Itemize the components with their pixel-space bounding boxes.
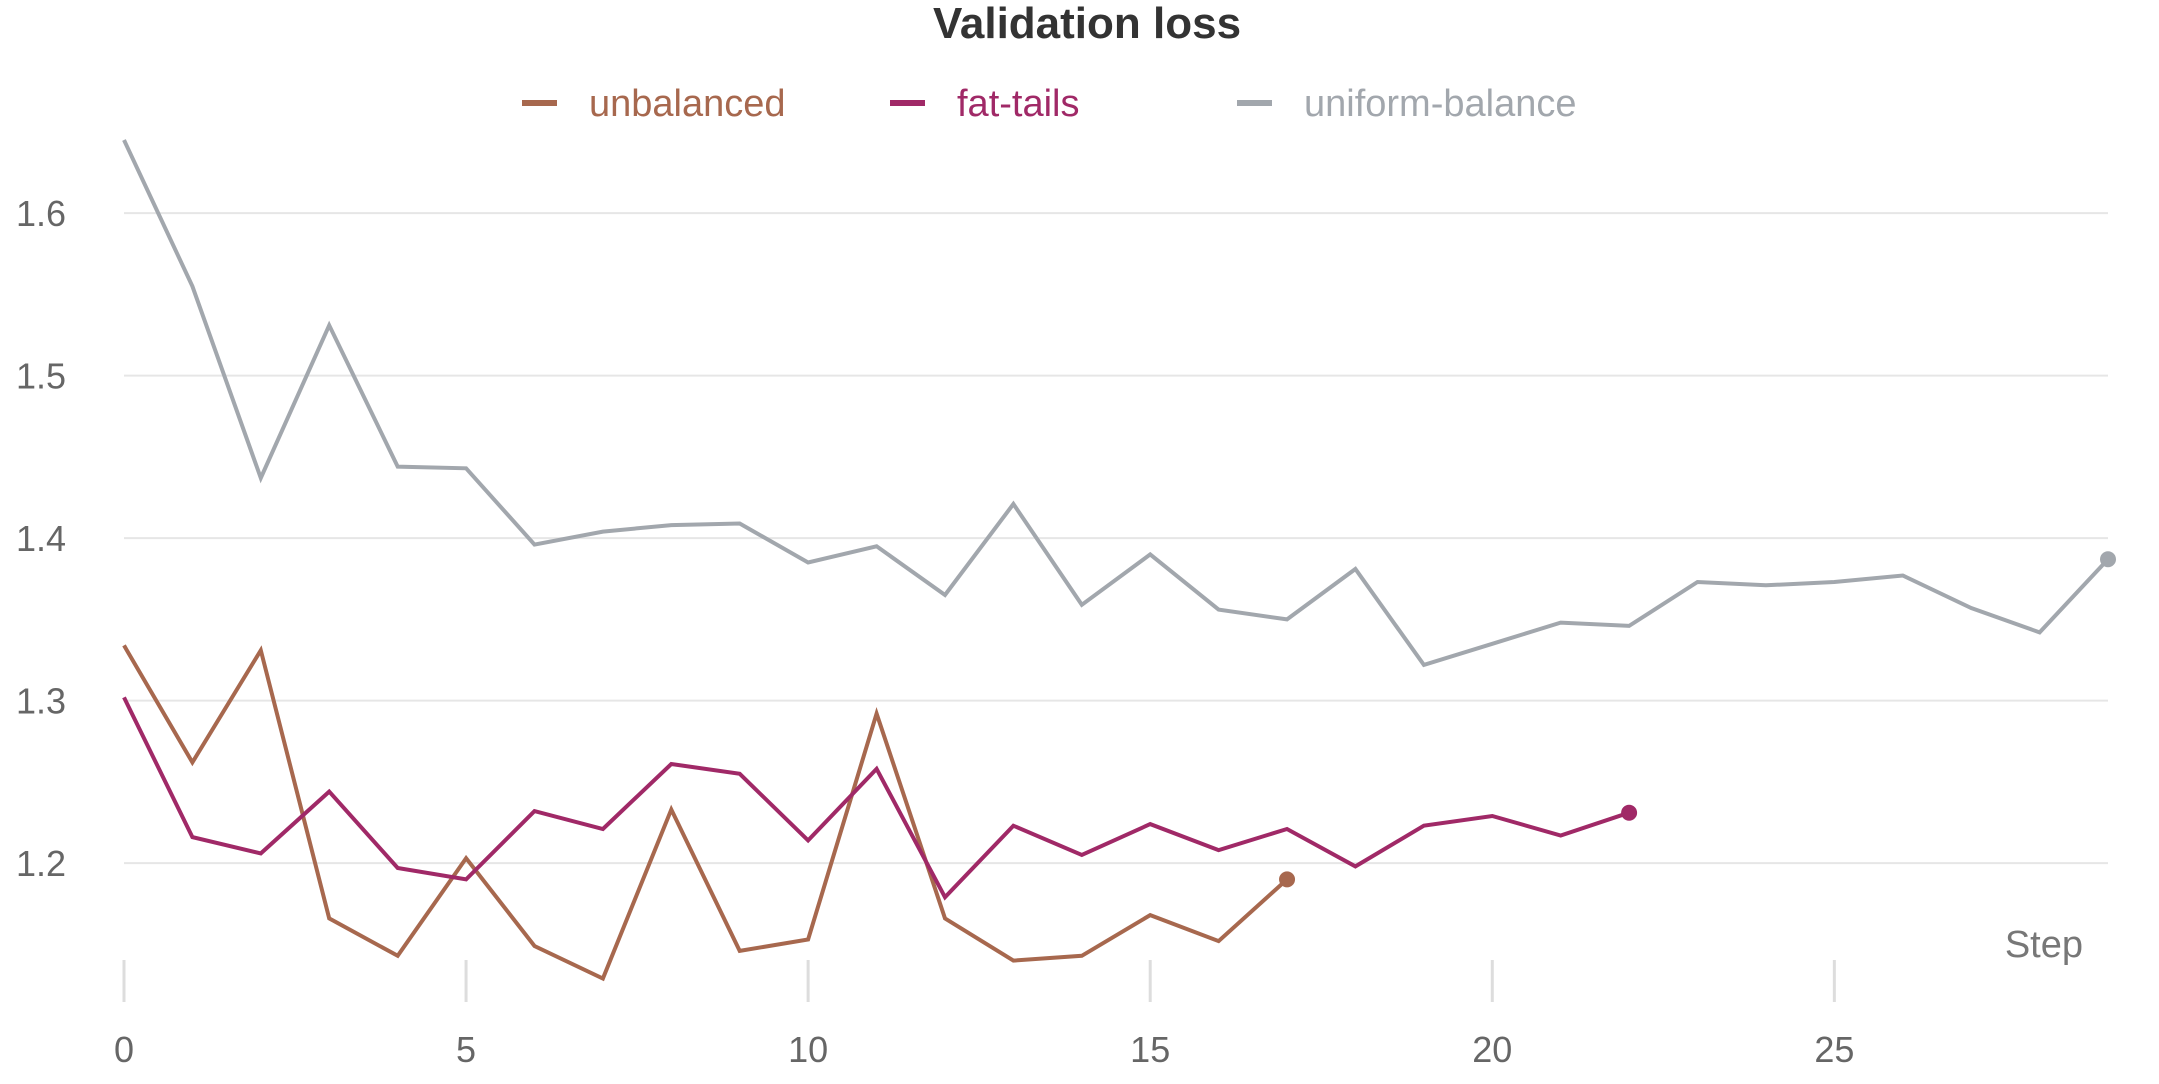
series-end-point-unbalanced <box>1279 871 1296 888</box>
y-tick-label: 1.3 <box>16 681 66 722</box>
legend-label-fat-tails: fat-tails <box>957 83 1079 125</box>
series-line-uniform-balance <box>122 139 2110 668</box>
legend: unbalanced fat-tails uniform-balance <box>522 83 1576 125</box>
y-tick-label: 1.5 <box>16 356 66 397</box>
legend-label-uniform-balance: uniform-balance <box>1304 83 1576 125</box>
y-tick-label: 1.2 <box>16 843 66 884</box>
y-axis: 1.2 1.3 1.4 1.5 1.6 <box>16 193 66 884</box>
series-line-unbalanced <box>122 644 1289 982</box>
series-line-fat-tails <box>122 696 1630 901</box>
grid-lines <box>124 212 2108 865</box>
series-end-point-fat-tails <box>1621 804 1638 821</box>
x-tick-label: 20 <box>1472 1029 1512 1070</box>
x-axis: 0 5 10 15 20 25 <box>114 960 1854 1070</box>
x-tick-label: 10 <box>788 1029 828 1070</box>
x-tick-label: 25 <box>1814 1029 1854 1070</box>
chart-title: Validation loss <box>933 0 1241 48</box>
x-tick-label: 15 <box>1130 1029 1170 1070</box>
series-layer <box>122 139 2116 982</box>
legend-label-unbalanced: unbalanced <box>589 83 786 125</box>
y-tick-label: 1.6 <box>16 193 66 234</box>
y-tick-label: 1.4 <box>16 518 66 559</box>
x-tick-label: 0 <box>114 1029 134 1070</box>
series-end-point-uniform-balance <box>2100 551 2116 568</box>
x-tick-label: 5 <box>456 1029 476 1070</box>
x-axis-label: Step <box>2005 924 2083 966</box>
